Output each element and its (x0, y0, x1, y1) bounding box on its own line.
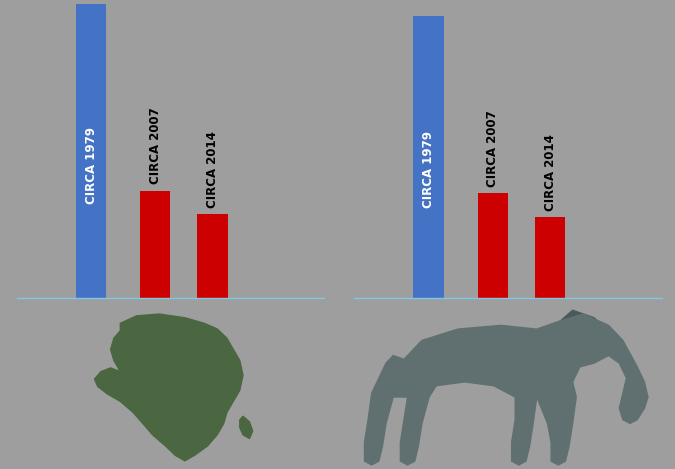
Bar (197, 214, 227, 298)
Text: CIRCA 2007: CIRCA 2007 (486, 111, 500, 187)
Bar (413, 16, 444, 298)
Text: CIRCA 2007: CIRCA 2007 (148, 108, 162, 184)
Polygon shape (95, 314, 243, 461)
Text: CIRCA 2014: CIRCA 2014 (206, 131, 219, 208)
Bar (478, 194, 508, 298)
Polygon shape (551, 310, 609, 356)
Bar (140, 190, 170, 298)
Text: CIRCA 1979: CIRCA 1979 (84, 127, 98, 204)
Bar (535, 217, 565, 298)
Bar (76, 4, 107, 298)
Polygon shape (240, 416, 252, 439)
Text: CIRCA 2014: CIRCA 2014 (543, 134, 557, 211)
Polygon shape (364, 314, 648, 465)
Text: CIRCA 1979: CIRCA 1979 (422, 130, 435, 207)
